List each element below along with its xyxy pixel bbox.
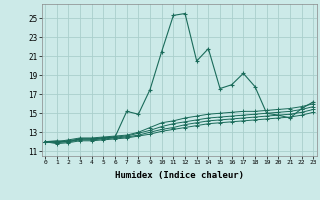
X-axis label: Humidex (Indice chaleur): Humidex (Indice chaleur) (115, 171, 244, 180)
